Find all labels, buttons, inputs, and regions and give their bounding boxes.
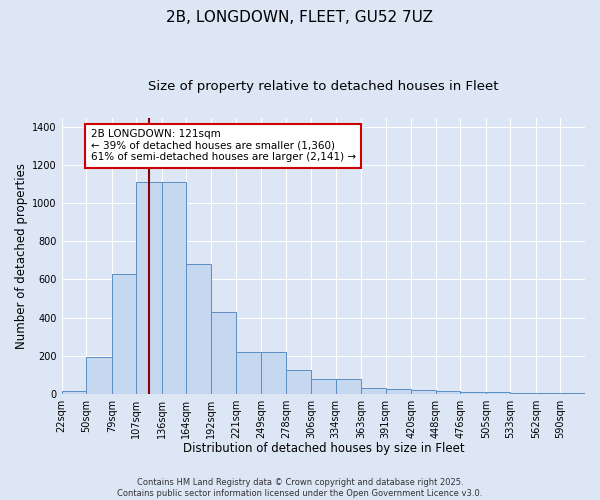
- Bar: [386, 389, 411, 394]
- Bar: [436, 390, 460, 394]
- Bar: [311, 380, 335, 394]
- Bar: [261, 352, 286, 394]
- Bar: [286, 370, 311, 394]
- Bar: [86, 358, 112, 394]
- Text: 2B, LONGDOWN, FLEET, GU52 7UZ: 2B, LONGDOWN, FLEET, GU52 7UZ: [167, 10, 433, 25]
- Bar: [511, 392, 536, 394]
- Bar: [460, 392, 486, 394]
- X-axis label: Distribution of detached houses by size in Fleet: Distribution of detached houses by size …: [182, 442, 464, 455]
- Y-axis label: Number of detached properties: Number of detached properties: [15, 162, 28, 348]
- Bar: [560, 393, 585, 394]
- Text: Contains HM Land Registry data © Crown copyright and database right 2025.
Contai: Contains HM Land Registry data © Crown c…: [118, 478, 482, 498]
- Bar: [536, 392, 560, 394]
- Bar: [187, 264, 211, 394]
- Bar: [162, 182, 187, 394]
- Title: Size of property relative to detached houses in Fleet: Size of property relative to detached ho…: [148, 80, 499, 93]
- Bar: [211, 312, 236, 394]
- Bar: [136, 182, 162, 394]
- Bar: [486, 392, 511, 394]
- Bar: [335, 380, 361, 394]
- Bar: [236, 352, 261, 394]
- Bar: [411, 390, 436, 394]
- Bar: [112, 274, 136, 394]
- Bar: [62, 390, 86, 394]
- Bar: [361, 388, 386, 394]
- Text: 2B LONGDOWN: 121sqm
← 39% of detached houses are smaller (1,360)
61% of semi-det: 2B LONGDOWN: 121sqm ← 39% of detached ho…: [91, 129, 356, 162]
